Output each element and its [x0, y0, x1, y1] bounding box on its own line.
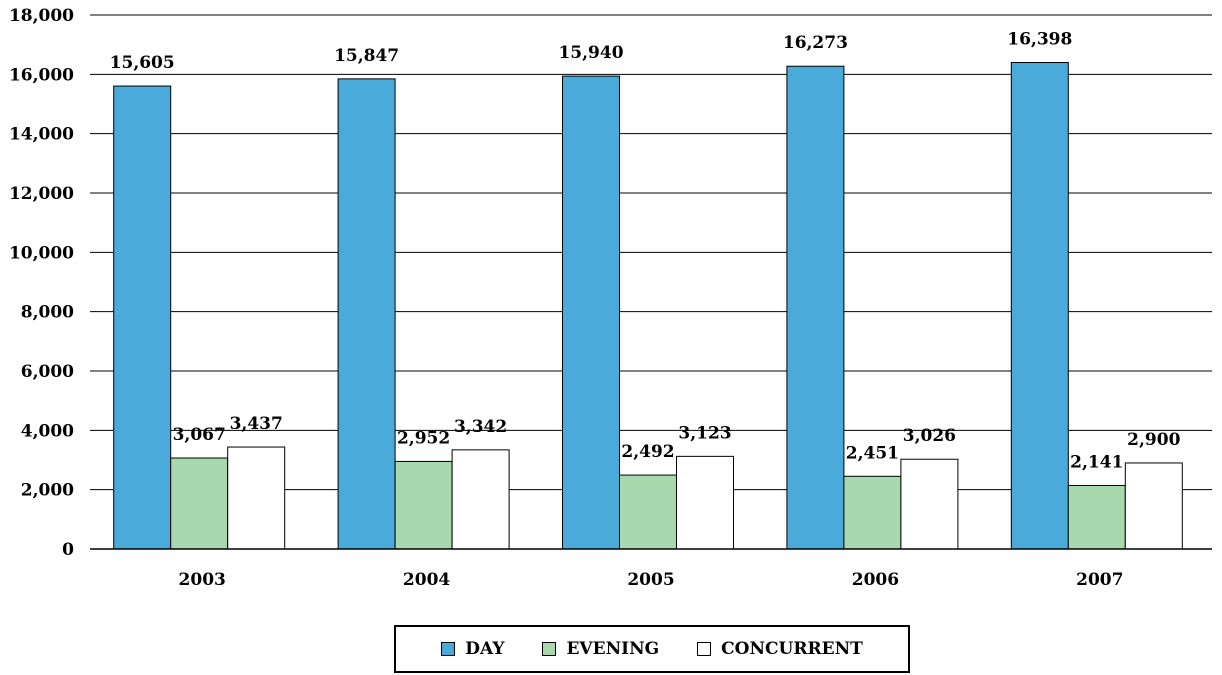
- data-label: 15,847: [334, 46, 399, 66]
- x-tick-label: 2003: [179, 570, 226, 590]
- y-tick-label: 12,000: [9, 184, 74, 204]
- bar-concurrent-2007: [1124, 462, 1183, 550]
- data-label: 2,451: [846, 443, 899, 463]
- x-tick-label: 2007: [1076, 570, 1123, 590]
- bar-concurrent-2005: [676, 455, 734, 550]
- data-label: 2,492: [621, 442, 674, 462]
- legend-label-concurrent: CONCURRENT: [721, 639, 863, 659]
- y-tick-label: 6,000: [21, 362, 74, 382]
- bar-day-2004: [337, 78, 396, 550]
- bar-day-2007: [1010, 62, 1069, 550]
- y-tick-label: 16,000: [9, 65, 74, 85]
- data-label: 2,900: [1127, 430, 1180, 450]
- bar-evening-2007: [1067, 484, 1126, 550]
- bar-day-2005: [562, 75, 620, 550]
- legend-label-day: DAY: [465, 639, 505, 659]
- legend-item-day: DAY: [441, 639, 504, 659]
- data-label: 2,141: [1070, 452, 1123, 472]
- x-tick-label: 2005: [627, 570, 674, 590]
- bar-evening-2003: [170, 457, 229, 550]
- data-label: 16,273: [783, 33, 848, 53]
- data-label: 15,605: [110, 53, 175, 73]
- y-tick-label: 0: [62, 540, 74, 560]
- legend-swatch-evening: [542, 642, 557, 656]
- bar-day-2006: [786, 65, 845, 550]
- bar-evening-2005: [619, 474, 677, 550]
- x-tick-label: 2004: [403, 570, 450, 590]
- bar-evening-2006: [843, 475, 902, 550]
- y-tick-label: 18,000: [9, 6, 74, 26]
- bar-concurrent-2006: [900, 458, 959, 550]
- chart-svg: 0 2,000 4,000 6,000 8,000 10,000 12,000 14,000 1…: [9, 6, 1212, 590]
- legend-item-concurrent: CONCURRENT: [697, 639, 863, 659]
- data-label: 16,398: [1007, 30, 1072, 50]
- data-label: 15,940: [558, 43, 623, 63]
- y-tick-label: 14,000: [9, 125, 74, 145]
- y-tick-label: 8,000: [21, 303, 74, 323]
- data-label: 3,123: [678, 423, 731, 443]
- bar-evening-2004: [394, 460, 453, 550]
- bar-day-2003: [113, 85, 172, 550]
- data-label: 3,026: [903, 426, 956, 446]
- legend: DAY EVENING CONCURRENT: [394, 625, 910, 673]
- data-label: 3,437: [230, 414, 283, 434]
- legend-label-evening: EVENING: [566, 639, 660, 659]
- y-tick-label: 10,000: [9, 243, 74, 263]
- legend-swatch-concurrent: [697, 642, 712, 656]
- data-label: 3,067: [173, 425, 226, 445]
- data-label: 2,952: [397, 428, 450, 448]
- bar-concurrent-2004: [451, 449, 510, 550]
- bar-concurrent-2003: [227, 446, 286, 550]
- y-tick-label: 2,000: [21, 481, 74, 501]
- legend-item-evening: EVENING: [542, 639, 659, 659]
- data-label: 3,342: [454, 417, 507, 437]
- legend-swatch-day: [441, 642, 456, 656]
- x-tick-label: 2006: [852, 570, 899, 590]
- y-tick-label: 4,000: [21, 421, 74, 441]
